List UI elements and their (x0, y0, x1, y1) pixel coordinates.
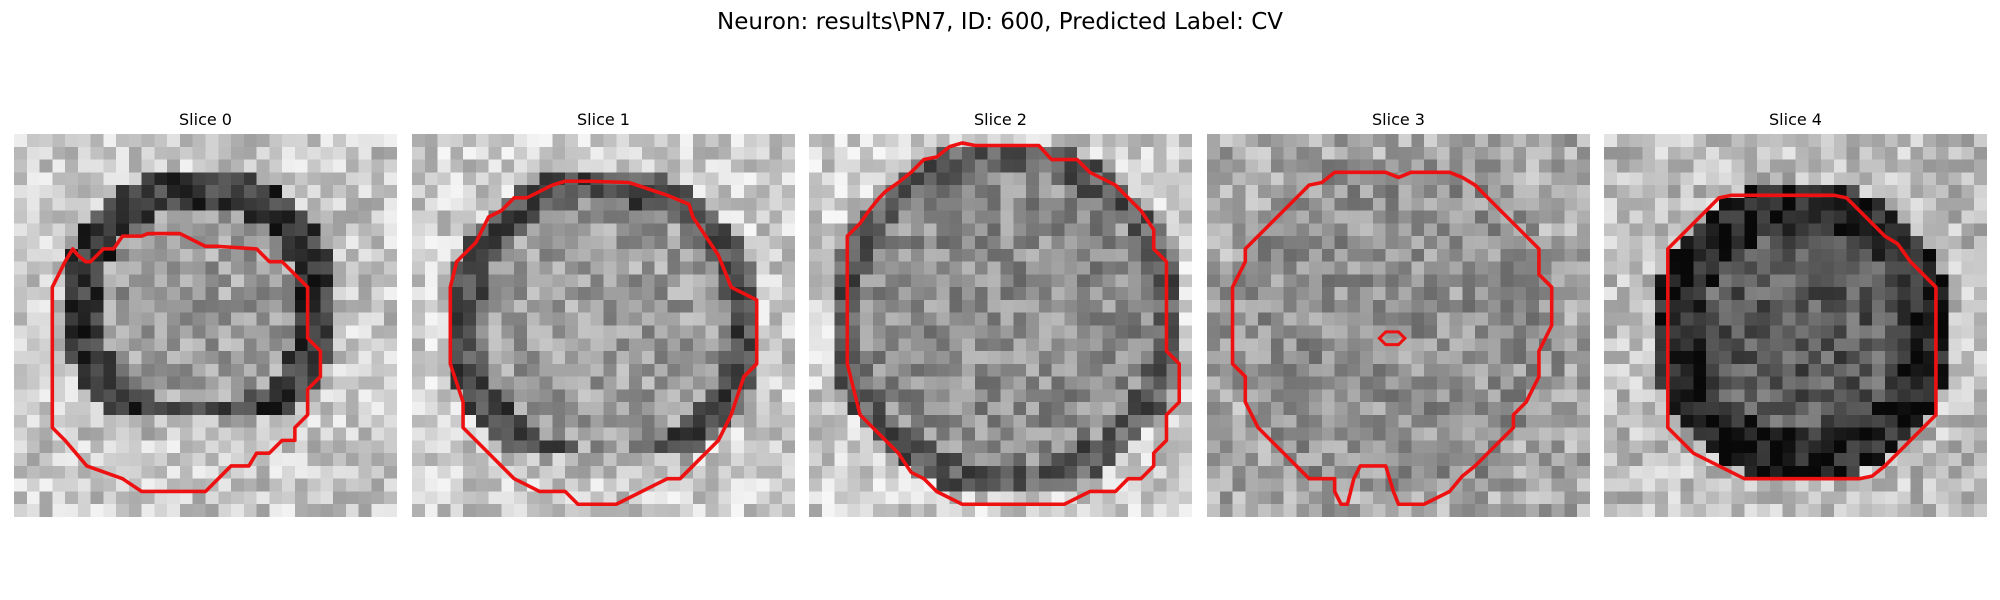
slice-panel-1: Slice 1 (412, 108, 795, 526)
contour-inner-outline (1377, 330, 1408, 347)
slice-image (14, 134, 397, 517)
slice-panel-3: Slice 3 (1207, 108, 1590, 526)
slice-panel-0: Slice 0 (14, 108, 397, 526)
contour-outline (1666, 193, 1938, 481)
slice-image (1604, 134, 1987, 517)
slice-title: Slice 2 (974, 110, 1027, 129)
slice-title: Slice 1 (577, 110, 630, 129)
contour-outline (1230, 170, 1554, 507)
slice-image (1207, 134, 1590, 517)
slice-panel-2: Slice 2 (809, 108, 1192, 526)
figure-title: Neuron: results\PN7, ID: 600, Predicted … (717, 9, 1283, 35)
slice-image (809, 134, 1192, 517)
contour-outline (845, 141, 1182, 507)
contour-outline (448, 179, 759, 507)
slice-title: Slice 3 (1372, 110, 1425, 129)
slice-title: Slice 4 (1769, 110, 1822, 129)
slice-image (412, 134, 795, 517)
slice-title: Slice 0 (179, 110, 232, 129)
contour-outline (50, 231, 323, 494)
slice-panel-4: Slice 4 (1604, 108, 1987, 526)
